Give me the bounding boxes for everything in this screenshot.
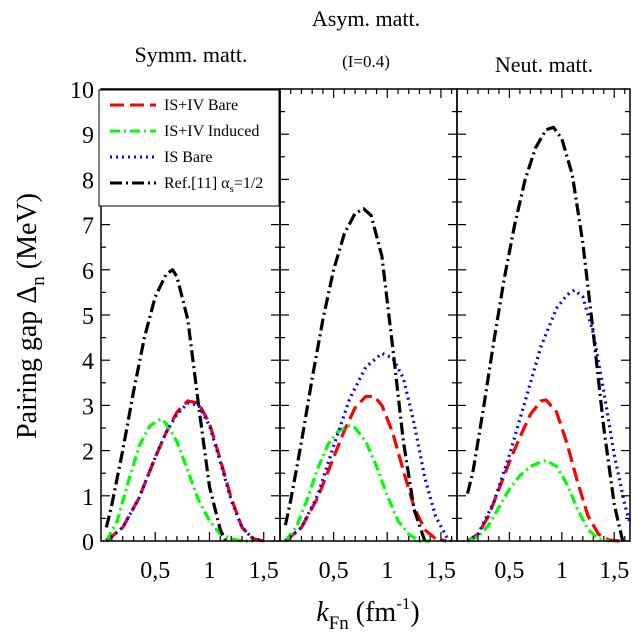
series-line-2-0	[466, 398, 620, 543]
x-tick-label: 1,5	[599, 558, 629, 584]
legend-label-ref11: Ref.[11] αs=1/2	[164, 175, 263, 195]
y-tick-label: 1	[82, 485, 94, 511]
panel-1: 0,5 1 1,5	[279, 88, 458, 584]
series-line-2-1	[466, 458, 610, 543]
x-tick-label: 0,5	[494, 558, 524, 584]
series-line-0-3	[104, 268, 228, 542]
legend-label-isiv-induced: IS+IV Induced	[164, 123, 259, 140]
y-tick-label: 3	[82, 394, 94, 420]
y-tick-label: 4	[82, 349, 94, 375]
y-tick-label: 6	[82, 259, 94, 285]
panel-subtitle-asym: (I=0.4)	[342, 52, 390, 71]
series-line-1-1	[284, 424, 431, 543]
panel-frame	[456, 88, 631, 542]
series-line-1-3	[283, 207, 427, 542]
legend-box	[98, 89, 280, 207]
y-tick-label: 2	[82, 440, 94, 466]
series-line-1-0	[284, 394, 447, 543]
series-line-1-2	[284, 351, 453, 543]
x-tick-label: 1,5	[249, 558, 279, 584]
x-tick-label: 1,5	[426, 558, 456, 584]
x-tick-label: 1	[203, 558, 215, 584]
panel-title-neut: Neut. matt.	[495, 52, 593, 77]
x-tick-label: 0,5	[140, 558, 170, 584]
y-tick-label: 7	[82, 214, 94, 240]
legend: IS+IV Bare IS+IV Induced IS Bare Ref.[11…	[98, 89, 280, 207]
panel-2: 0,5 1 1,5	[456, 88, 632, 584]
panels: 0,5 1 1,5 0 1 2 3 4 5 6 7 8 9 10 0,5 1 1,5 0,5 1 1,5	[70, 78, 632, 584]
series-line-0-0	[105, 399, 265, 543]
x-tick-label: 1	[556, 558, 568, 584]
panel-frame	[279, 88, 458, 542]
series-line-0-1	[104, 417, 253, 543]
legend-label-is-bare: IS Bare	[164, 149, 212, 166]
panel-title-asym: Asym. matt.	[312, 6, 420, 31]
y-tick-label: 10	[70, 78, 94, 104]
legend-label-isiv-bare: IS+IV Bare	[164, 97, 238, 114]
y-tick-label: 9	[82, 123, 94, 149]
y-tick-label: 8	[82, 168, 94, 194]
x-tick-label: 0,5	[319, 558, 349, 584]
series-line-0-2	[105, 401, 265, 543]
y-axis-label: Pairing gap Δn (MeV)	[12, 193, 49, 439]
y-tick-label: 5	[82, 304, 94, 330]
x-axis-label: kFn (fm-1)	[316, 594, 419, 634]
x-tick-label: 1	[381, 558, 393, 584]
panel-0: 0,5 1 1,5 0 1 2 3 4 5 6 7 8 9 10	[70, 78, 281, 584]
y-tick-label: 0	[82, 530, 94, 556]
series-line-2-3	[465, 125, 625, 542]
panel-title-symm: Symm. matt.	[134, 42, 247, 67]
